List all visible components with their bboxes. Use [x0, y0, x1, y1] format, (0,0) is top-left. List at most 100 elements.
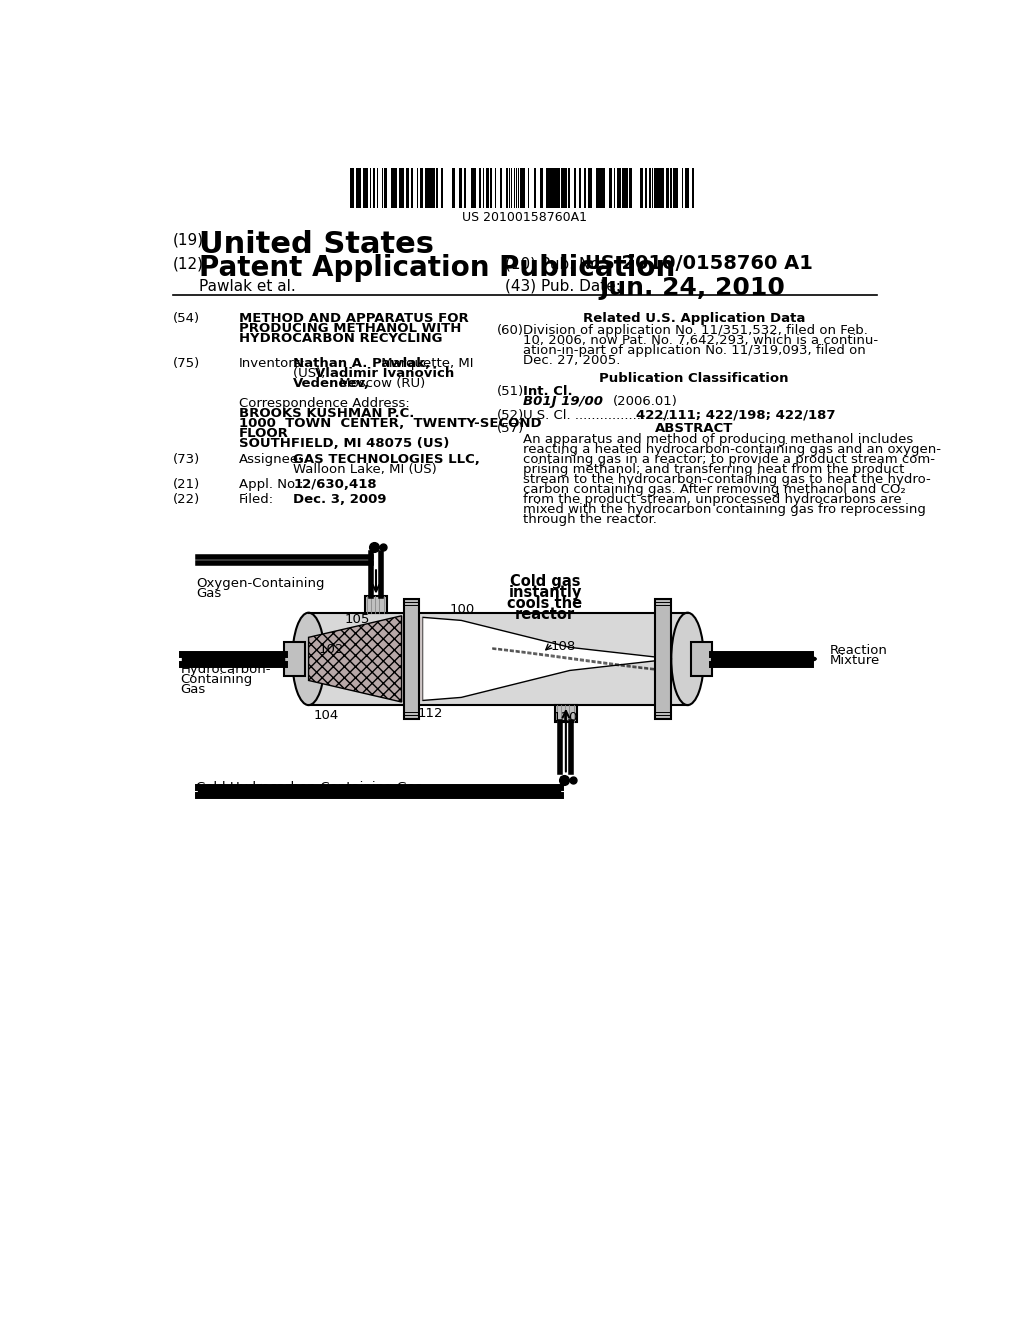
Bar	[625, 168, 627, 207]
Text: Walloon Lake, MI (US): Walloon Lake, MI (US)	[293, 463, 437, 477]
Bar	[631, 168, 632, 207]
Bar	[673, 168, 676, 207]
Text: 102: 102	[318, 643, 344, 656]
Bar	[399, 168, 401, 207]
Text: through the reactor.: through the reactor.	[523, 512, 657, 525]
Bar	[384, 168, 385, 207]
Bar	[555, 705, 577, 722]
Text: Gas: Gas	[197, 586, 221, 599]
Bar	[546, 168, 548, 207]
Ellipse shape	[292, 612, 325, 705]
Text: instantly: instantly	[508, 585, 582, 601]
Bar	[682, 168, 683, 207]
Bar	[420, 168, 423, 207]
Bar	[603, 168, 605, 207]
Text: containing gas in a reactor; to provide a product stream com-: containing gas in a reactor; to provide …	[523, 453, 935, 466]
Bar	[472, 168, 474, 207]
Bar	[390, 168, 392, 207]
Text: (57): (57)	[497, 422, 524, 434]
Text: 110: 110	[553, 711, 579, 725]
Text: Patent Application Publication: Patent Application Publication	[200, 253, 676, 282]
Text: Vladimir Ivanovich: Vladimir Ivanovich	[314, 367, 454, 380]
Bar	[666, 168, 668, 207]
Text: (21): (21)	[173, 478, 201, 491]
Text: carbon containing gas. After removing methanol and CO₂: carbon containing gas. After removing me…	[523, 483, 906, 495]
Bar	[528, 168, 529, 207]
Bar	[373, 168, 375, 207]
Bar	[687, 168, 689, 207]
Text: (10) Pub. No.:: (10) Pub. No.:	[505, 256, 609, 271]
Text: HYDROCARBON RECYCLING: HYDROCARBON RECYCLING	[239, 333, 442, 346]
Bar	[561, 168, 563, 207]
Bar	[516, 168, 517, 207]
Text: Cold gas: Cold gas	[510, 574, 581, 589]
Bar	[392, 168, 394, 207]
Bar	[648, 168, 651, 207]
Bar	[452, 168, 454, 207]
Bar	[660, 168, 664, 207]
Text: US 20100158760A1: US 20100158760A1	[462, 211, 588, 224]
Text: (73): (73)	[173, 453, 201, 466]
Bar	[618, 168, 622, 207]
Text: US 2010/0158760 A1: US 2010/0158760 A1	[586, 253, 813, 273]
Bar	[496, 168, 497, 207]
Bar	[551, 168, 553, 207]
Text: (54): (54)	[173, 313, 200, 326]
Bar	[670, 168, 671, 207]
Bar	[608, 168, 610, 207]
Text: 105: 105	[345, 612, 371, 626]
Text: Vedeneev,: Vedeneev,	[293, 378, 370, 391]
Bar	[412, 168, 414, 207]
Text: Filed:: Filed:	[239, 494, 274, 507]
Bar	[441, 168, 442, 207]
Bar	[483, 168, 484, 207]
Bar	[460, 168, 462, 207]
Ellipse shape	[672, 612, 703, 705]
Bar	[509, 168, 510, 207]
Text: Pawlak et al.: Pawlak et al.	[200, 280, 296, 294]
Bar	[626, 168, 628, 207]
Bar	[549, 168, 551, 207]
Text: 100: 100	[450, 603, 475, 616]
Text: Reaction: Reaction	[830, 644, 888, 656]
Text: FLOOR: FLOOR	[239, 428, 289, 440]
Text: (2006.01): (2006.01)	[612, 395, 677, 408]
Bar	[543, 168, 544, 207]
Bar	[403, 599, 420, 719]
Bar	[573, 168, 575, 207]
Bar	[655, 599, 671, 719]
Bar	[431, 168, 432, 207]
Text: 112: 112	[417, 706, 442, 719]
Text: ABSTRACT: ABSTRACT	[654, 422, 733, 434]
Text: An apparatus and method of producing methanol includes: An apparatus and method of producing met…	[523, 433, 913, 446]
Text: Oxygen-Containing: Oxygen-Containing	[197, 577, 325, 590]
Text: 1000  TOWN  CENTER,  TWENTY-SECOND: 1000 TOWN CENTER, TWENTY-SECOND	[239, 417, 542, 430]
Bar	[623, 168, 625, 207]
Polygon shape	[423, 618, 672, 701]
Bar	[514, 168, 515, 207]
Bar	[563, 168, 565, 207]
Text: ation-in-part of application No. 11/319,093, filed on: ation-in-part of application No. 11/319,…	[523, 345, 866, 356]
Bar	[518, 168, 519, 207]
Bar	[382, 168, 383, 207]
Bar	[308, 612, 687, 705]
Bar	[553, 168, 555, 207]
Text: reactor: reactor	[515, 607, 575, 622]
Text: Marquette, MI: Marquette, MI	[377, 358, 473, 370]
Text: (22): (22)	[173, 494, 201, 507]
Text: (43) Pub. Date:: (43) Pub. Date:	[505, 279, 621, 293]
Bar	[394, 168, 396, 207]
Bar	[501, 168, 502, 207]
Polygon shape	[308, 615, 401, 702]
Bar	[464, 168, 466, 207]
Bar	[645, 168, 647, 207]
Bar	[357, 168, 358, 207]
Text: Nathan A. Pawlak,: Nathan A. Pawlak,	[293, 358, 430, 370]
Bar	[523, 168, 525, 207]
Bar	[427, 168, 429, 207]
Text: 104: 104	[314, 709, 339, 722]
Text: Publication Classification: Publication Classification	[599, 372, 788, 385]
Text: B01J 19/00: B01J 19/00	[523, 395, 603, 408]
Text: SOUTHFIELD, MI 48075 (US): SOUTHFIELD, MI 48075 (US)	[239, 437, 450, 450]
Bar	[385, 168, 387, 207]
